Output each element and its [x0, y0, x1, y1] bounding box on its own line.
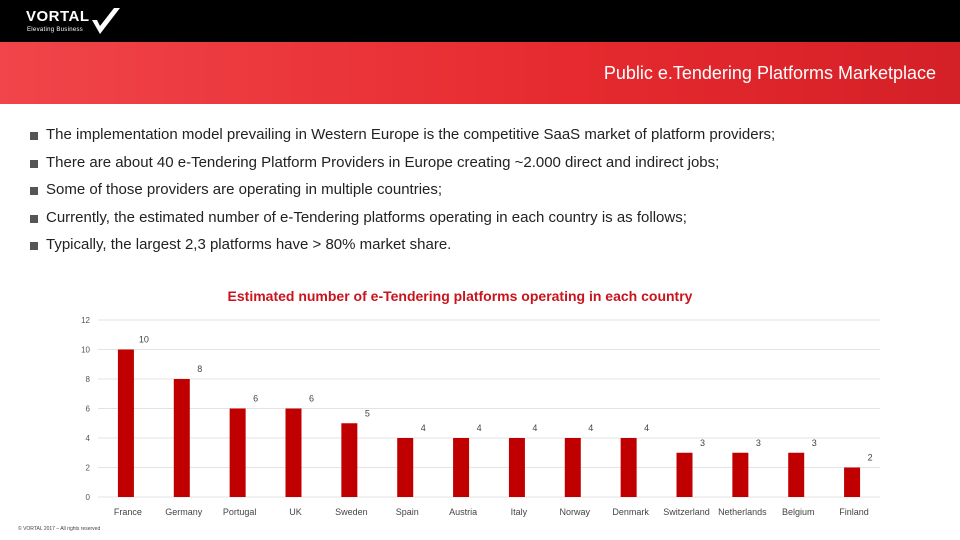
x-tick-label: Finland	[839, 507, 869, 517]
bullet-square-icon	[30, 187, 38, 195]
x-tick-label: Spain	[396, 507, 419, 517]
bar	[397, 438, 414, 497]
data-label: 4	[421, 423, 426, 433]
data-label: 4	[644, 423, 649, 433]
data-label: 3	[812, 438, 817, 448]
x-tick-label: Denmark	[612, 507, 649, 517]
bar	[453, 438, 470, 497]
bar-chart: 0 2 4 6 8 10 12 10 France 8 Germany 6 Portugal 6 UK 5 Sw…	[81, 316, 880, 517]
bar	[620, 438, 637, 497]
data-label: 6	[309, 394, 314, 404]
x-tick-label: Germany	[165, 507, 203, 517]
bullet-item: Currently, the estimated number of e-Ten…	[30, 207, 940, 235]
x-tick-label: Norway	[560, 507, 591, 517]
bullet-text: There are about 40 e-Tendering Platform …	[46, 153, 720, 171]
bar	[341, 423, 358, 497]
bar	[117, 349, 134, 497]
bullet-list: The implementation model prevailing in W…	[30, 124, 940, 262]
y-tick-label: 0	[86, 493, 91, 502]
bar	[173, 379, 190, 497]
data-label: 6	[253, 394, 258, 404]
top-bar: VORTAL Elevating Business	[0, 0, 960, 42]
logo-text: VORTAL	[26, 8, 90, 25]
copyright-footer: © VORTAL 2017 – All rights reserved	[18, 526, 101, 532]
bullet-text: Typically, the largest 2,3 platforms hav…	[46, 236, 452, 253]
y-tick-label: 12	[81, 316, 90, 325]
bar	[788, 452, 805, 497]
x-tick-label: Switzerland	[663, 507, 710, 517]
data-label: 4	[588, 423, 593, 433]
bullet-square-icon	[30, 242, 38, 250]
x-tick-label: UK	[289, 507, 302, 517]
bar	[508, 438, 525, 497]
chart-title: Estimated number of e-Tendering platform…	[227, 288, 693, 304]
data-label: 3	[756, 438, 761, 448]
x-tick-label: Sweden	[335, 507, 368, 517]
bar	[229, 408, 246, 497]
bar	[676, 452, 693, 497]
y-tick-label: 4	[86, 434, 91, 443]
bar	[285, 408, 302, 497]
vortal-logo[interactable]: VORTAL Elevating Business	[26, 8, 136, 38]
bar	[844, 467, 861, 497]
x-tick-label: Italy	[511, 507, 528, 517]
x-tick-label: Portugal	[223, 507, 257, 517]
checkmark-logo-icon	[92, 8, 120, 34]
x-tick-label: Austria	[449, 507, 477, 517]
title-banner: Public e.Tendering Platforms Marketplace	[0, 42, 960, 104]
data-label: 3	[700, 438, 705, 448]
bullet-square-icon	[30, 214, 38, 223]
data-label: 2	[868, 453, 873, 463]
x-tick-label: France	[114, 507, 142, 517]
bullet-item: Some of those providers are operating in…	[30, 179, 940, 207]
logo-tagline: Elevating Business	[27, 27, 84, 33]
page-title: Public e.Tendering Platforms Marketplace	[603, 63, 936, 83]
bullet-text: Currently, the estimated number of e-Ten…	[46, 208, 687, 226]
data-label: 5	[365, 408, 370, 418]
bullet-text: Some of those providers are operating in…	[46, 181, 443, 198]
y-tick-label: 10	[81, 346, 90, 355]
bullet-text: The implementation model prevailing in W…	[46, 126, 776, 143]
bullet-square-icon	[30, 159, 38, 168]
bullet-item: There are about 40 e-Tendering Platform …	[30, 152, 940, 180]
data-label: 10	[139, 335, 149, 345]
bullet-item: Typically, the largest 2,3 platforms hav…	[30, 234, 940, 262]
bullet-item: The implementation model prevailing in W…	[30, 124, 940, 152]
y-tick-label: 2	[86, 464, 91, 473]
data-label: 8	[197, 364, 202, 374]
y-tick-label: 6	[86, 405, 91, 414]
bar	[564, 438, 581, 497]
bullet-square-icon	[30, 132, 38, 140]
data-label: 4	[532, 423, 537, 433]
x-tick-label: Netherlands	[718, 507, 767, 517]
bar	[732, 452, 749, 497]
data-label: 4	[477, 423, 482, 433]
y-tick-label: 8	[86, 375, 91, 384]
x-tick-label: Belgium	[782, 507, 815, 517]
